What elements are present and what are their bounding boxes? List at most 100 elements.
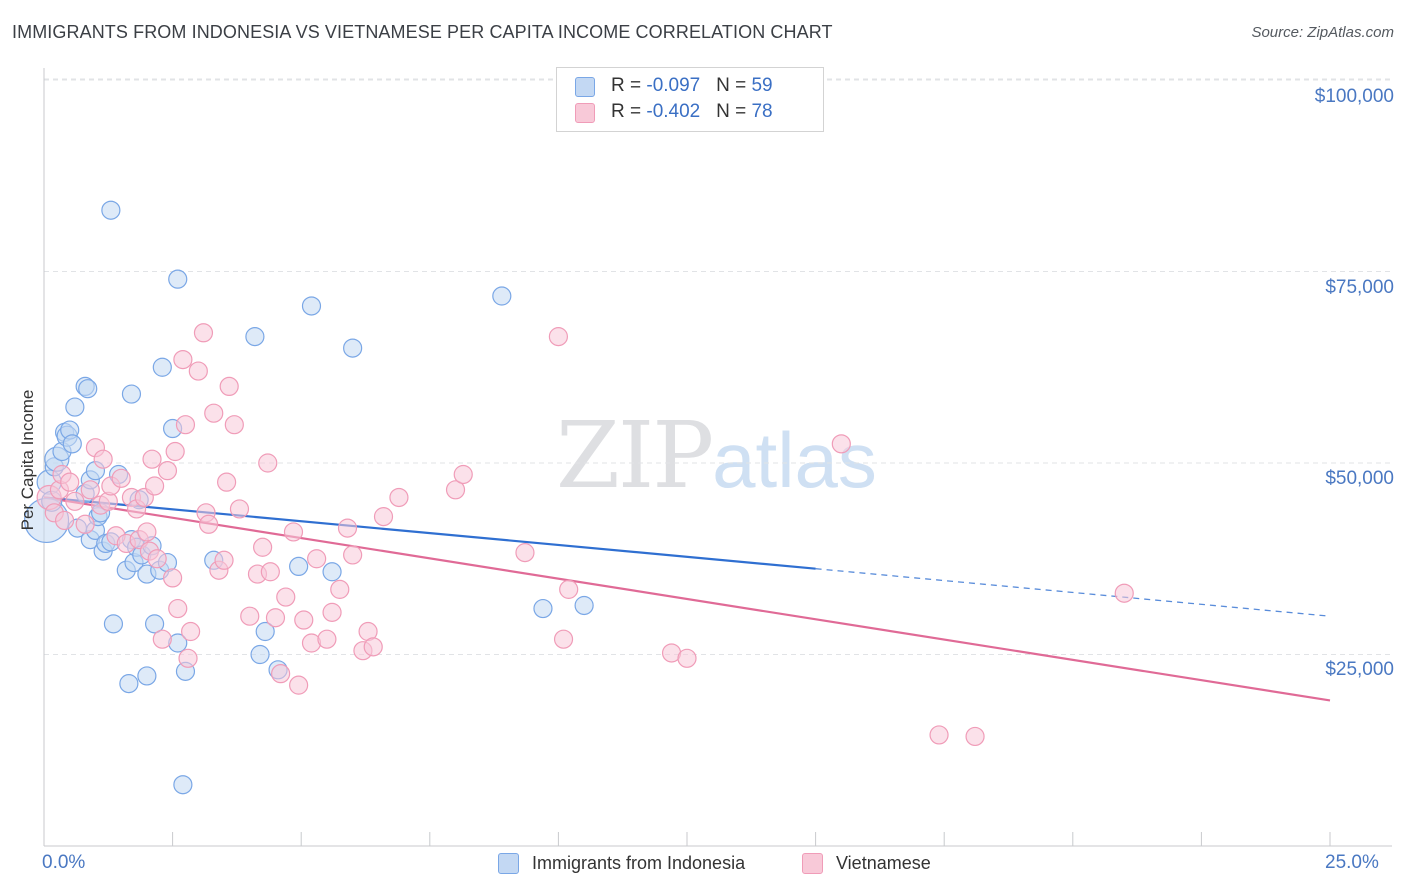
trend-line-vietnamese: [43, 496, 1331, 702]
point-vietnamese-58: [307, 549, 327, 569]
point-vietnamese-52: [271, 664, 291, 684]
legend-r-label: R =: [611, 75, 647, 96]
point-indonesia-30: [121, 384, 142, 404]
point-vietnamese-44: [224, 415, 244, 435]
point-vietnamese-59: [317, 629, 337, 649]
point-vietnamese-60: [322, 602, 342, 622]
point-vietnamese-43: [219, 376, 239, 396]
legend-swatch-indonesia: [575, 77, 595, 97]
point-indonesia-46: [101, 200, 121, 220]
point-indonesia-58: [574, 595, 594, 616]
point-indonesia-39: [152, 357, 172, 377]
point-vietnamese-71: [515, 543, 535, 563]
point-vietnamese-54: [283, 522, 304, 542]
point-indonesia-10: [65, 397, 85, 417]
y-tick-label-75000: $75,000: [1325, 277, 1394, 298]
point-indonesia-57: [533, 598, 553, 619]
point-vietnamese-36: [193, 323, 214, 343]
legend-n-label: N =: [716, 75, 752, 96]
point-indonesia-48: [245, 327, 265, 347]
point-vietnamese-51: [265, 608, 286, 628]
point-vietnamese-74: [559, 579, 579, 599]
bottom-legend-label-indonesia: Immigrants from Indonesia: [532, 853, 746, 873]
y-tick-label-100000: $100,000: [1314, 86, 1394, 107]
point-vietnamese-33: [178, 648, 198, 668]
watermark-atlas: atlas: [712, 416, 877, 504]
legend-swatch-vietnamese: [575, 103, 595, 123]
point-vietnamese-78: [929, 725, 949, 745]
point-vietnamese-72: [548, 327, 569, 347]
point-vietnamese-30: [168, 598, 188, 619]
point-vietnamese-24: [144, 476, 165, 496]
point-indonesia-35: [137, 666, 157, 686]
point-vietnamese-80: [1114, 583, 1134, 603]
point-vietnamese-26: [152, 629, 172, 649]
point-vietnamese-32: [175, 415, 196, 435]
axes: [43, 68, 1392, 847]
point-vietnamese-63: [343, 545, 363, 565]
point-vietnamese-62: [337, 518, 358, 538]
legend-r-value-indonesia: -0.097: [646, 75, 701, 96]
data-points: [23, 200, 1134, 795]
point-vietnamese-46: [240, 606, 260, 626]
point-vietnamese-50: [260, 562, 280, 582]
y-tick-label-50000: $50,000: [1325, 468, 1394, 489]
correlation-legend: R = -0.097 N = 59 R = -0.402 N = 78: [556, 67, 824, 132]
point-vietnamese-28: [163, 568, 183, 588]
point-indonesia-53: [301, 296, 322, 316]
point-indonesia-45: [168, 269, 188, 289]
point-vietnamese-69: [445, 480, 466, 500]
point-vietnamese-8: [80, 480, 100, 500]
point-indonesia-49: [250, 644, 270, 665]
point-vietnamese-11: [93, 449, 113, 469]
point-indonesia-50: [255, 621, 275, 642]
trend-line-indonesia-extension: [815, 568, 1331, 617]
point-indonesia-55: [343, 338, 363, 358]
trend-line-indonesia: [43, 496, 816, 570]
point-vietnamese-38: [199, 514, 219, 534]
bottom-legend-swatch-vietnamese: [802, 853, 823, 874]
point-vietnamese-25: [147, 549, 167, 569]
x-tick-label-max: 25.0%: [1325, 852, 1379, 873]
source-label: Source: ZipAtlas.com: [1251, 24, 1394, 41]
point-vietnamese-67: [373, 507, 394, 527]
point-indonesia-44: [173, 775, 193, 795]
legend-n-value-vietnamese: 78: [751, 101, 773, 122]
point-vietnamese-29: [165, 441, 185, 462]
point-vietnamese-34: [181, 621, 201, 642]
point-vietnamese-41: [214, 550, 234, 570]
legend-r-value-vietnamese: -0.402: [646, 101, 701, 122]
point-vietnamese-77: [831, 434, 851, 454]
point-vietnamese-66: [363, 637, 383, 657]
point-indonesia-27: [119, 674, 139, 694]
point-vietnamese-23: [142, 449, 162, 469]
point-vietnamese-49: [258, 453, 278, 473]
point-indonesia-56: [492, 286, 512, 306]
point-vietnamese-55: [289, 675, 309, 695]
legend-r-label: R =: [611, 101, 647, 122]
point-vietnamese-56: [294, 610, 314, 630]
point-indonesia-9: [62, 434, 82, 454]
point-vietnamese-21: [137, 522, 157, 542]
point-vietnamese-5: [60, 472, 80, 492]
y-axis-title: Per Capita Income: [18, 389, 37, 531]
legend-n-label: N =: [716, 101, 752, 122]
point-vietnamese-70: [453, 464, 473, 485]
point-vietnamese-53: [276, 587, 296, 607]
point-indonesia-15: [78, 379, 98, 399]
gridlines: [44, 78, 1392, 655]
point-indonesia-52: [289, 556, 309, 577]
point-vietnamese-7: [75, 514, 95, 534]
point-vietnamese-35: [188, 361, 208, 381]
bottom-legend-label-vietnamese: Vietnamese: [836, 853, 931, 873]
chart-title: IMMIGRANTS FROM INDONESIA VS VIETNAMESE …: [12, 22, 833, 42]
y-tick-label-25000: $25,000: [1325, 659, 1394, 680]
point-vietnamese-31: [173, 349, 193, 370]
point-indonesia-24: [103, 614, 124, 634]
point-vietnamese-76: [677, 648, 697, 668]
legend-n-value-indonesia: 59: [751, 75, 773, 96]
point-vietnamese-45: [229, 499, 250, 519]
watermark-zip: ZIP: [556, 402, 714, 509]
point-vietnamese-48: [253, 537, 273, 557]
